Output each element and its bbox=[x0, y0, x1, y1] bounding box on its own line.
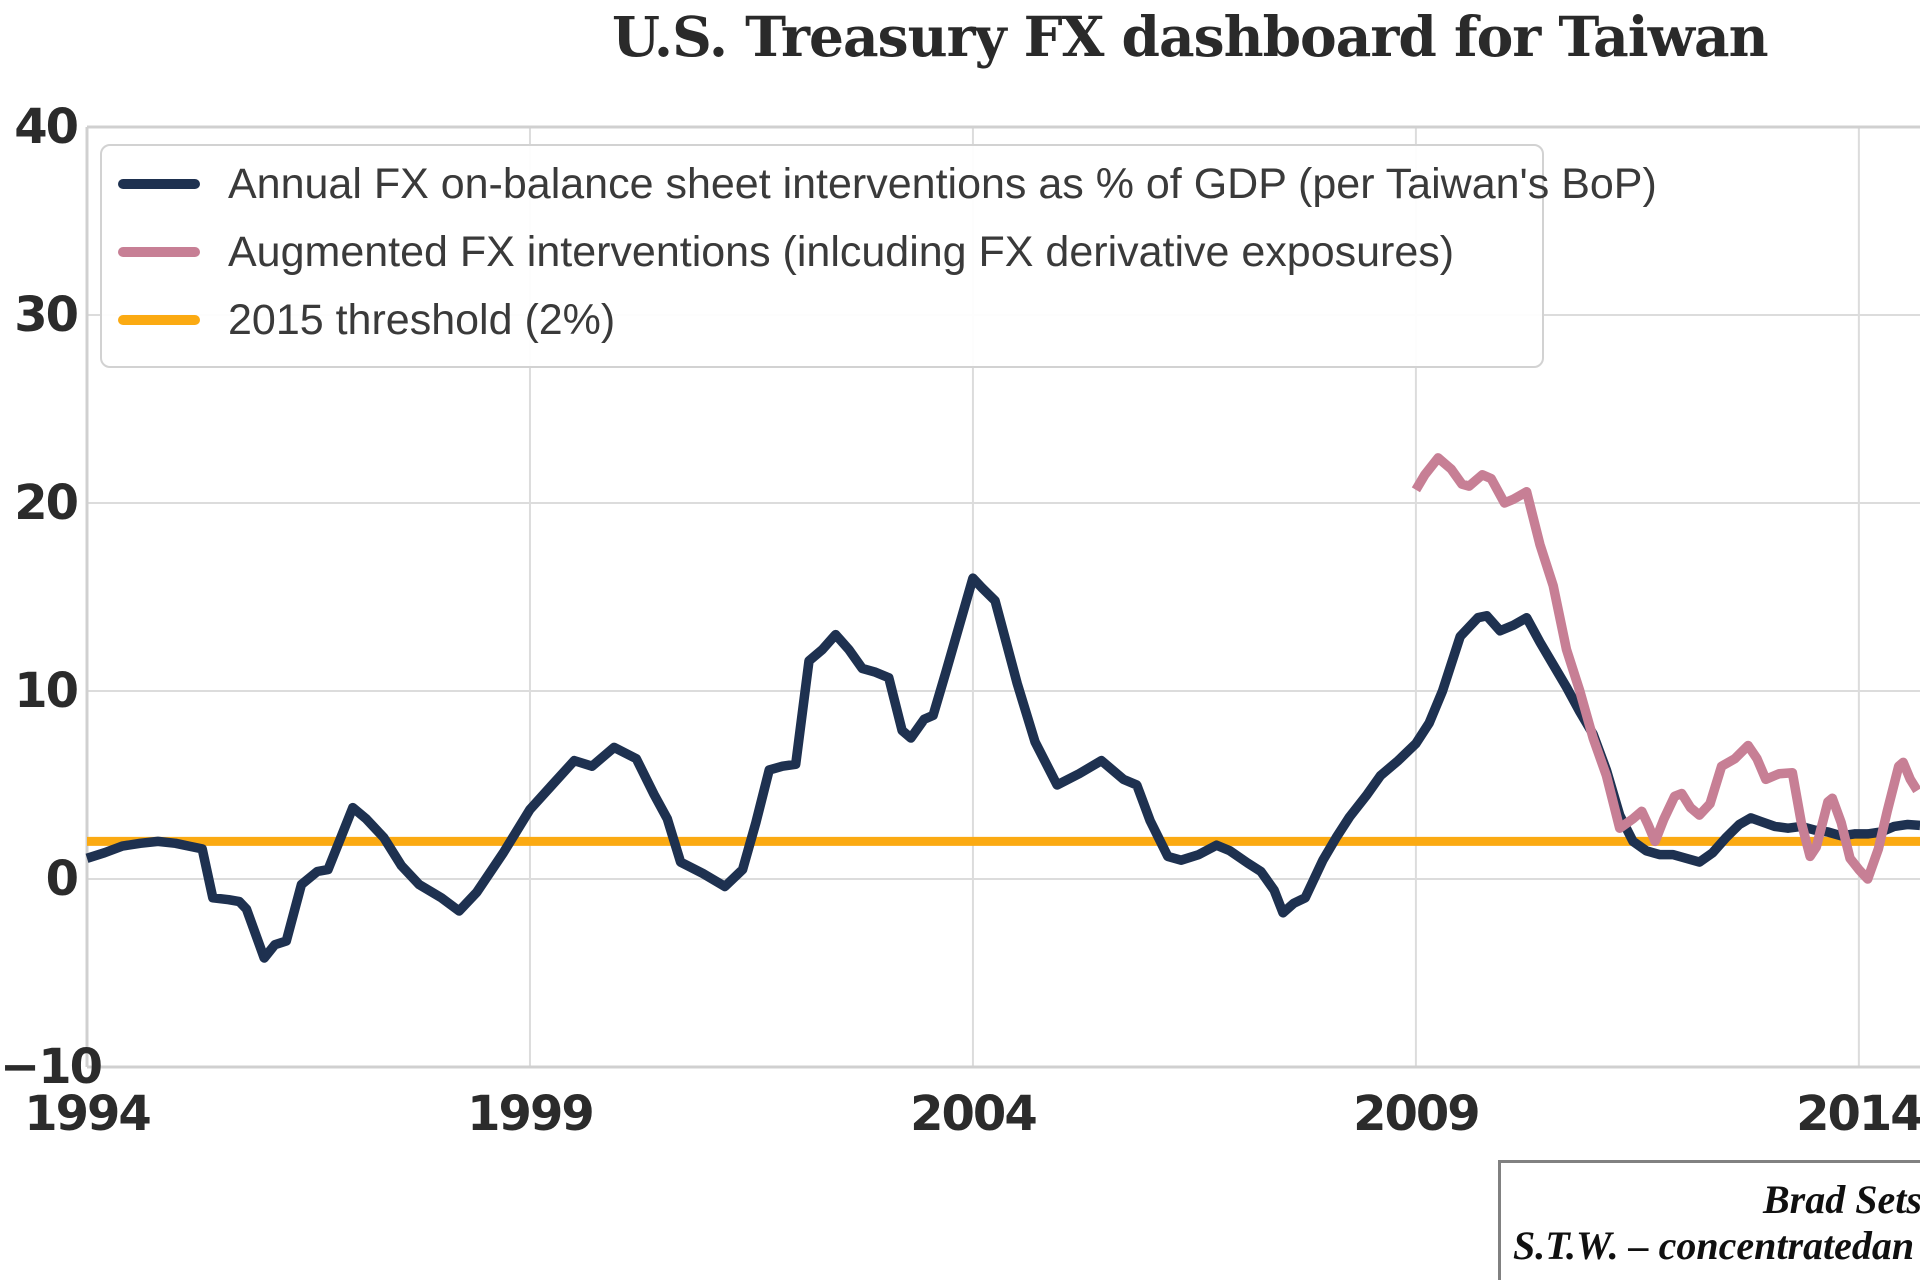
y-tick-label: 0 bbox=[45, 851, 79, 907]
x-tick-label: 1994 bbox=[24, 1086, 152, 1142]
y-tick-label: 40 bbox=[14, 99, 79, 155]
watermark-line2: S.T.W. – concentratedan bbox=[1513, 1223, 1915, 1268]
legend-item: Annual FX on-balance sheet interventions… bbox=[102, 150, 1657, 218]
legend-item-label: Augmented FX interventions (inlcuding FX… bbox=[228, 227, 1455, 276]
x-tick-label: 1999 bbox=[467, 1086, 595, 1142]
chart-title: U.S. Treasury FX dashboard for Taiwan bbox=[612, 4, 1769, 69]
augmented-fx-line bbox=[1411, 453, 1920, 884]
x-tick-label: 2009 bbox=[1353, 1086, 1481, 1142]
x-tick-label: 2014 bbox=[1796, 1086, 1920, 1142]
y-tick-label: 20 bbox=[14, 475, 79, 531]
watermark-box bbox=[1498, 1160, 1920, 1280]
legend-item-label: 2015 threshold (2%) bbox=[228, 295, 616, 344]
legend-line-swatch-augmented-fx bbox=[118, 247, 200, 257]
legend-line-swatch-annual-fx bbox=[118, 179, 200, 189]
legend-item: 2015 threshold (2%) bbox=[102, 286, 1542, 354]
x-tick-label: 2004 bbox=[910, 1086, 1038, 1142]
legend: Annual FX on-balance sheet interventions… bbox=[100, 144, 1657, 368]
legend-item-label: Annual FX on-balance sheet interventions… bbox=[228, 159, 1657, 208]
annual-fx-line bbox=[85, 573, 1920, 963]
y-tick-label: 30 bbox=[14, 287, 79, 343]
watermark-line1: Brad Sets bbox=[1763, 1177, 1920, 1222]
legend-item: Augmented FX interventions (inlcuding FX… bbox=[102, 218, 1542, 286]
y-tick-label: 10 bbox=[14, 663, 79, 719]
legend-line-swatch-threshold bbox=[118, 315, 200, 325]
